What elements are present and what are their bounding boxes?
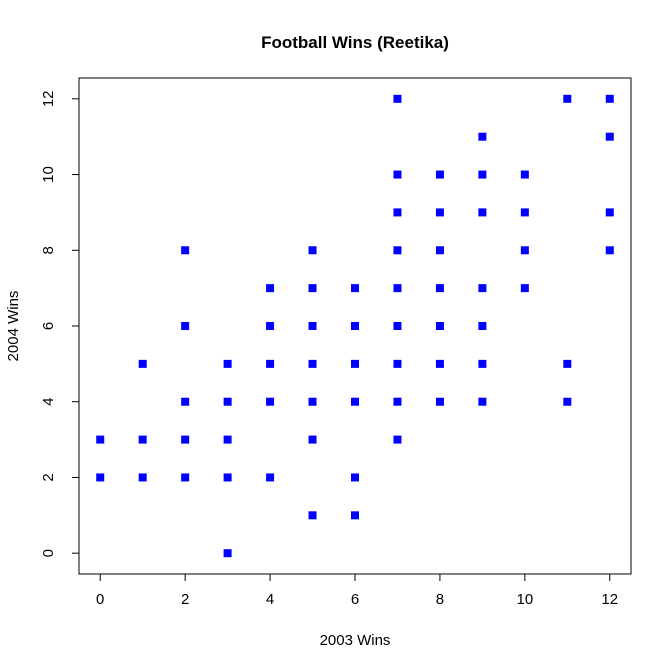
- data-point: [478, 170, 487, 179]
- data-point: [393, 246, 402, 255]
- data-point: [308, 284, 317, 293]
- data-point: [393, 170, 402, 179]
- data-point: [520, 208, 529, 217]
- data-point: [435, 170, 444, 179]
- data-point: [138, 359, 147, 368]
- x-axis: 0 2 4 6 8 10 12: [96, 573, 618, 608]
- data-point: [308, 359, 317, 368]
- data-point: [520, 246, 529, 255]
- data-point: [266, 473, 275, 482]
- data-point: [351, 359, 359, 368]
- data-point: [96, 473, 105, 482]
- data-point: [393, 322, 402, 330]
- data-point: [351, 284, 359, 293]
- x-axis-label: 2003 Wins: [320, 632, 391, 649]
- y-tick-label: 0: [40, 549, 57, 557]
- data-point: [563, 94, 572, 103]
- data-point: [96, 435, 105, 444]
- data-point: [181, 473, 190, 482]
- data-point: [393, 359, 402, 368]
- y-tick-label: 8: [40, 246, 57, 254]
- data-point: [138, 435, 147, 444]
- data-point: [605, 132, 614, 141]
- data-point: [478, 132, 487, 141]
- data-point: [393, 284, 402, 293]
- data-point: [393, 435, 402, 444]
- data-point: [223, 473, 232, 482]
- data-point: [435, 246, 444, 255]
- data-point: [351, 511, 359, 520]
- data-point: [478, 322, 487, 330]
- data-point: [308, 511, 317, 520]
- data-point: [181, 246, 190, 255]
- data-point: [478, 359, 487, 368]
- x-tick-label: 0: [96, 591, 104, 608]
- y-tick-label: 6: [40, 322, 57, 330]
- data-point: [266, 284, 275, 293]
- data-point: [223, 359, 232, 368]
- data-point: [478, 208, 487, 217]
- y-tick-label: 12: [40, 90, 57, 107]
- data-point: [435, 284, 444, 293]
- y-axis: 0 2 4 6 8 10 12: [40, 90, 80, 557]
- data-point: [351, 473, 359, 482]
- data-point: [605, 208, 614, 217]
- data-point: [308, 322, 317, 330]
- data-point: [223, 397, 232, 406]
- y-tick-label: 4: [40, 398, 57, 406]
- x-tick-label: 8: [436, 591, 444, 608]
- data-point: [393, 208, 402, 217]
- data-point: [181, 435, 190, 444]
- data-point: [223, 549, 232, 558]
- data-point: [351, 322, 359, 330]
- data-point: [266, 397, 275, 406]
- data-point: [605, 94, 614, 103]
- data-points: [96, 94, 614, 558]
- x-tick-label: 4: [266, 591, 274, 608]
- data-point: [393, 94, 402, 103]
- data-point: [478, 397, 487, 406]
- data-point: [435, 322, 444, 330]
- data-point: [478, 284, 487, 293]
- data-point: [393, 397, 402, 406]
- data-point: [435, 397, 444, 406]
- x-tick-label: 12: [601, 591, 618, 608]
- data-point: [266, 322, 275, 330]
- data-point: [181, 397, 190, 406]
- data-point: [520, 284, 529, 293]
- x-tick-label: 6: [351, 591, 359, 608]
- data-point: [563, 359, 572, 368]
- data-point: [308, 246, 317, 255]
- data-point: [308, 435, 317, 444]
- data-point: [308, 397, 317, 406]
- y-tick-label: 2: [40, 473, 57, 481]
- y-tick-label: 10: [40, 166, 57, 183]
- data-point: [223, 435, 232, 444]
- y-axis-label: 2004 Wins: [5, 291, 22, 362]
- data-point: [138, 473, 147, 482]
- data-point: [563, 397, 572, 406]
- data-point: [605, 246, 614, 255]
- data-point: [520, 170, 529, 179]
- data-point: [435, 359, 444, 368]
- chart-title: Football Wins (Reetika): [261, 33, 449, 52]
- data-point: [181, 322, 190, 330]
- data-point: [435, 208, 444, 217]
- x-tick-label: 10: [517, 591, 534, 608]
- data-point: [351, 397, 359, 406]
- data-point: [266, 359, 275, 368]
- x-tick-label: 2: [181, 591, 189, 608]
